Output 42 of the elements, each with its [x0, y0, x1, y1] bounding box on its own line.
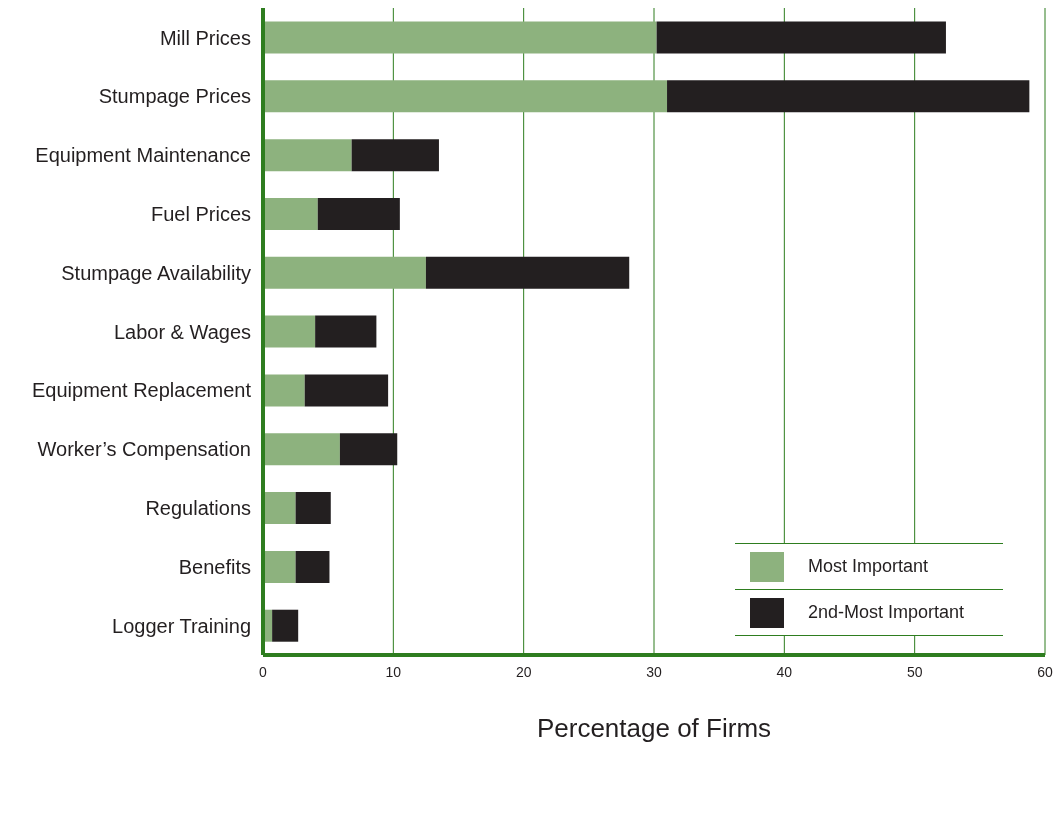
bar — [667, 80, 1030, 113]
bar — [263, 21, 657, 54]
bar — [304, 374, 389, 407]
y-tick-label: Regulations — [145, 497, 251, 520]
y-tick-label: Logger Training — [112, 614, 251, 637]
y-tick-label: Worker’s Compensation — [37, 438, 251, 461]
y-tick-label: Benefits — [178, 555, 251, 578]
bar — [263, 139, 352, 172]
bar — [317, 197, 400, 230]
x-axis-title: Percentage of Firms — [536, 713, 772, 743]
y-tick-label: Equipment Maintenance — [35, 144, 251, 167]
x-tick-label: 30 — [646, 663, 662, 680]
x-tick-label: 10 — [385, 663, 402, 680]
x-tick-label: 20 — [515, 663, 532, 680]
bar — [263, 197, 318, 230]
bar — [263, 80, 668, 113]
x-tick-label: 0 — [259, 663, 268, 680]
x-tick-label: 50 — [906, 663, 923, 680]
bar — [339, 433, 398, 466]
legend-label: 2nd-Most Important — [808, 602, 965, 623]
y-tick-label: Stumpage Prices — [98, 85, 251, 108]
bar — [315, 315, 377, 348]
bar — [272, 609, 299, 642]
y-tick-label: Stumpage Availability — [61, 261, 251, 284]
bar — [425, 256, 630, 289]
y-tick-label: Labor & Wages — [113, 320, 251, 343]
legend-label: Most Important — [808, 556, 929, 577]
bar — [295, 492, 331, 525]
bar — [263, 433, 340, 466]
bar — [263, 550, 296, 583]
bar — [656, 21, 946, 54]
y-tick-label: Equipment Replacement — [31, 379, 252, 402]
y-tick-label: Fuel Prices — [150, 202, 251, 225]
x-tick-label: 60 — [1037, 663, 1053, 680]
bar — [263, 315, 316, 348]
y-tick-label: Mill Prices — [159, 26, 251, 49]
x-tick-label: 40 — [776, 663, 793, 680]
bar — [295, 550, 330, 583]
bar — [351, 139, 439, 172]
bar — [263, 374, 305, 407]
bar — [263, 256, 426, 289]
bar — [263, 492, 296, 525]
